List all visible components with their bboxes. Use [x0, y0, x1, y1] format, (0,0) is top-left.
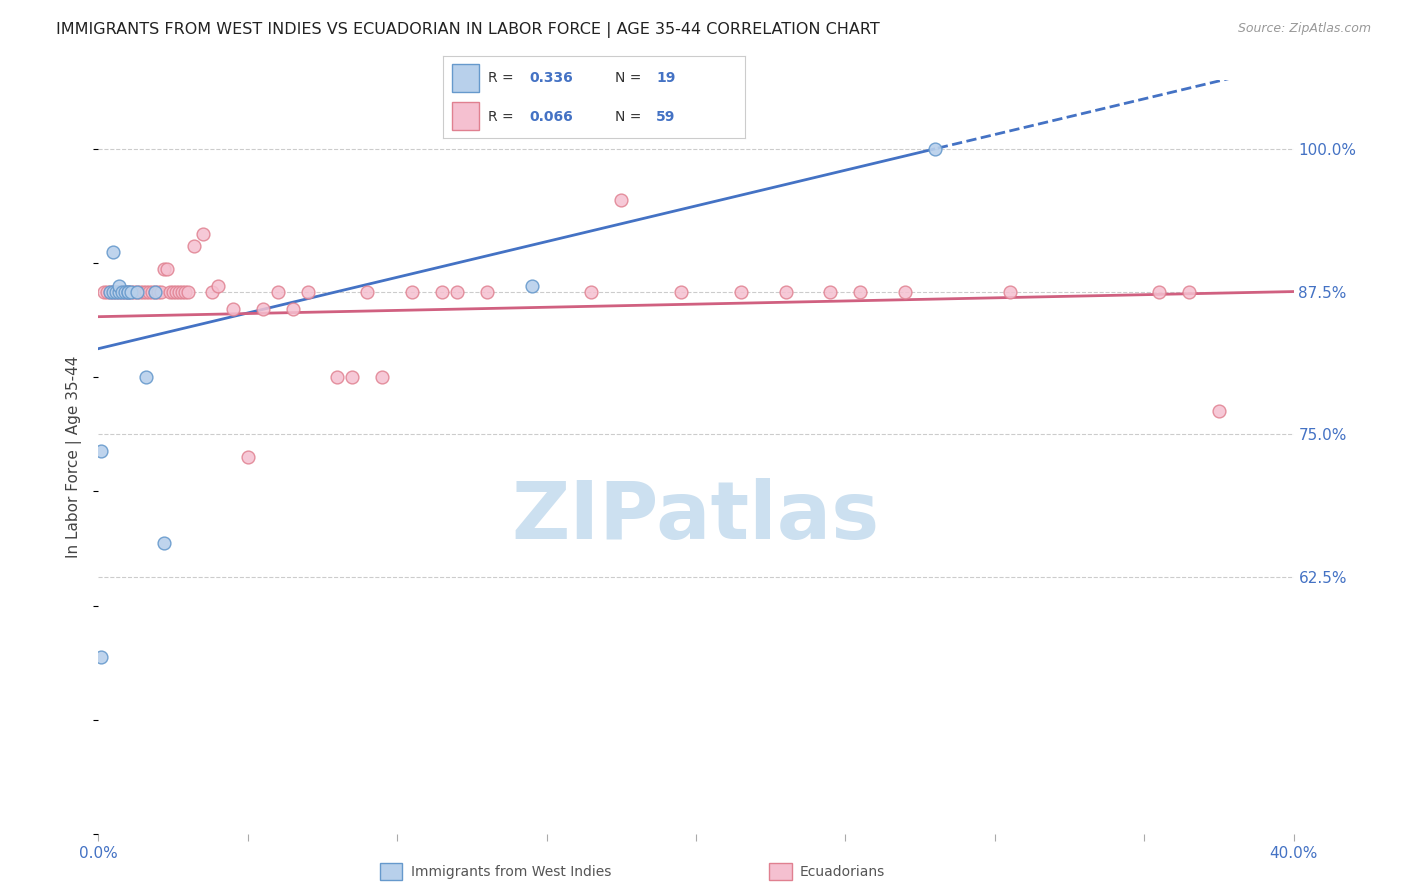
Point — [326, 370, 349, 384]
Text: 0.066: 0.066 — [529, 110, 572, 124]
Point — [159, 285, 181, 299]
Point — [1208, 404, 1230, 418]
Point — [401, 285, 423, 299]
Point — [446, 285, 468, 299]
Point — [430, 285, 453, 299]
Point — [252, 301, 274, 316]
Point — [162, 285, 184, 299]
Point — [108, 285, 131, 299]
Text: N =: N = — [616, 71, 645, 86]
Point — [105, 285, 128, 299]
Point — [342, 370, 364, 384]
Y-axis label: In Labor Force | Age 35-44: In Labor Force | Age 35-44 — [66, 356, 83, 558]
Point — [143, 285, 166, 299]
Point — [148, 285, 170, 299]
Point — [114, 285, 136, 299]
Point — [90, 444, 112, 458]
Text: N =: N = — [616, 110, 645, 124]
Point — [1178, 285, 1201, 299]
Point — [108, 285, 131, 299]
Point — [105, 285, 128, 299]
Point — [610, 193, 633, 207]
Point — [135, 285, 157, 299]
Point — [581, 285, 603, 299]
Point — [267, 285, 290, 299]
Text: 0.336: 0.336 — [529, 71, 572, 86]
Point — [120, 285, 142, 299]
Point — [143, 285, 166, 299]
Point — [201, 285, 224, 299]
Point — [281, 301, 304, 316]
Point — [167, 285, 190, 299]
Point — [849, 285, 872, 299]
Point — [103, 285, 125, 299]
Point — [730, 285, 752, 299]
Point — [1147, 285, 1170, 299]
Point — [177, 285, 200, 299]
Point — [520, 278, 543, 293]
Text: 59: 59 — [657, 110, 675, 124]
Point — [894, 285, 917, 299]
Point — [174, 285, 197, 299]
Point — [114, 285, 136, 299]
FancyBboxPatch shape — [451, 103, 479, 130]
Point — [93, 285, 115, 299]
Point — [998, 285, 1021, 299]
Point — [207, 278, 229, 293]
Point — [108, 278, 131, 293]
Point — [90, 650, 112, 665]
Point — [111, 285, 134, 299]
Point — [98, 285, 122, 299]
Point — [96, 285, 118, 299]
Point — [103, 244, 125, 259]
Point — [153, 261, 176, 276]
Point — [141, 285, 163, 299]
Point — [124, 285, 146, 299]
Point — [191, 227, 214, 242]
Point — [153, 536, 176, 550]
Point — [924, 142, 946, 156]
Point — [127, 285, 149, 299]
Point — [356, 285, 378, 299]
Point — [150, 285, 173, 299]
Point — [297, 285, 319, 299]
Text: Source: ZipAtlas.com: Source: ZipAtlas.com — [1237, 22, 1371, 36]
FancyBboxPatch shape — [451, 64, 479, 92]
Point — [135, 370, 157, 384]
Point — [138, 285, 160, 299]
Point — [111, 285, 134, 299]
Text: 19: 19 — [657, 71, 675, 86]
Point — [172, 285, 194, 299]
Point — [129, 285, 152, 299]
Point — [117, 285, 139, 299]
Point — [127, 285, 149, 299]
Text: R =: R = — [488, 110, 519, 124]
Point — [103, 285, 125, 299]
Text: ZIPatlas: ZIPatlas — [512, 478, 880, 557]
Text: R =: R = — [488, 71, 519, 86]
Text: Immigrants from West Indies: Immigrants from West Indies — [411, 865, 612, 880]
Point — [98, 285, 122, 299]
Text: IMMIGRANTS FROM WEST INDIES VS ECUADORIAN IN LABOR FORCE | AGE 35-44 CORRELATION: IMMIGRANTS FROM WEST INDIES VS ECUADORIA… — [56, 22, 880, 38]
Point — [475, 285, 498, 299]
Point — [371, 370, 394, 384]
Point — [117, 285, 139, 299]
Point — [669, 285, 692, 299]
Point — [120, 285, 142, 299]
Point — [132, 285, 155, 299]
Point — [165, 285, 187, 299]
Point — [820, 285, 842, 299]
Point — [775, 285, 797, 299]
Text: Ecuadorians: Ecuadorians — [800, 865, 886, 880]
Point — [117, 285, 139, 299]
Point — [156, 261, 179, 276]
Point — [183, 239, 205, 253]
Point — [222, 301, 245, 316]
Point — [236, 450, 259, 464]
